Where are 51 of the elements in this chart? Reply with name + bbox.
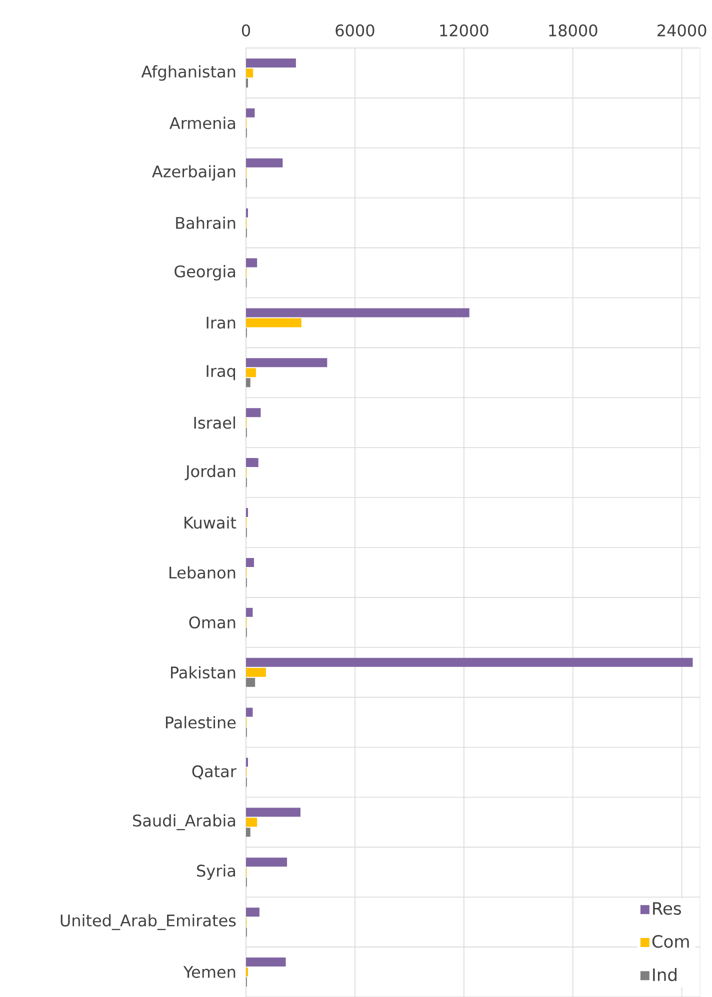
bar	[246, 818, 258, 827]
y-tick-label: Iran	[206, 316, 236, 329]
bar	[246, 708, 253, 717]
x-tick-label: 12000	[440, 24, 488, 36]
bar	[246, 608, 253, 617]
bar	[246, 908, 260, 917]
y-tick-label: Oman	[189, 616, 236, 628]
bar	[246, 378, 250, 388]
bar	[246, 558, 254, 567]
y-tick-label: Syria	[197, 864, 236, 880]
bar	[246, 358, 328, 368]
bar	[246, 808, 300, 817]
x-tick-label: 18000	[549, 24, 598, 36]
bar	[246, 368, 256, 378]
y-tick-label: Lebanon	[170, 566, 236, 579]
bar	[246, 828, 250, 837]
bar	[246, 68, 254, 78]
bar	[246, 408, 261, 418]
x-tick-label: 0	[242, 24, 250, 36]
bar	[246, 668, 266, 677]
y-tick-label: Israel	[194, 416, 235, 429]
bar	[246, 308, 470, 318]
bar	[246, 108, 255, 118]
y-tick-label: United_Arab_Emirates	[60, 914, 236, 930]
bar	[246, 58, 296, 68]
y-tick-label: Palestine	[166, 716, 236, 728]
y-tick-label: Jordan	[184, 464, 236, 480]
bar	[246, 658, 693, 667]
y-tick-label: Afghanistan	[141, 65, 236, 81]
y-tick-label: Georgia	[174, 265, 236, 281]
y-tick-label: Bahrain	[176, 216, 236, 230]
legend-label: Res	[653, 902, 681, 915]
bar	[246, 678, 256, 687]
bar	[246, 958, 286, 967]
x-tick-label: 24000	[658, 24, 706, 36]
bar	[246, 318, 302, 328]
x-tick-label: 6000	[336, 24, 374, 36]
y-tick-label: Saudi_Arabia	[133, 814, 236, 830]
y-tick-label: Azerbaijan	[152, 165, 236, 181]
y-tick-label: Kuwait	[184, 516, 236, 529]
y-tick-label: Yemen	[183, 966, 236, 978]
y-tick-label: Qatar	[192, 765, 236, 780]
y-tick-label: Armenia	[170, 116, 236, 130]
legend-label: Com	[652, 934, 689, 948]
y-tick-label: Pakistan	[171, 666, 236, 679]
legend-label: Ind	[653, 968, 676, 982]
y-tick-label: Iraq	[206, 365, 236, 380]
bar	[246, 158, 283, 168]
bar	[246, 858, 288, 867]
bar	[246, 258, 258, 268]
bar	[246, 458, 258, 468]
